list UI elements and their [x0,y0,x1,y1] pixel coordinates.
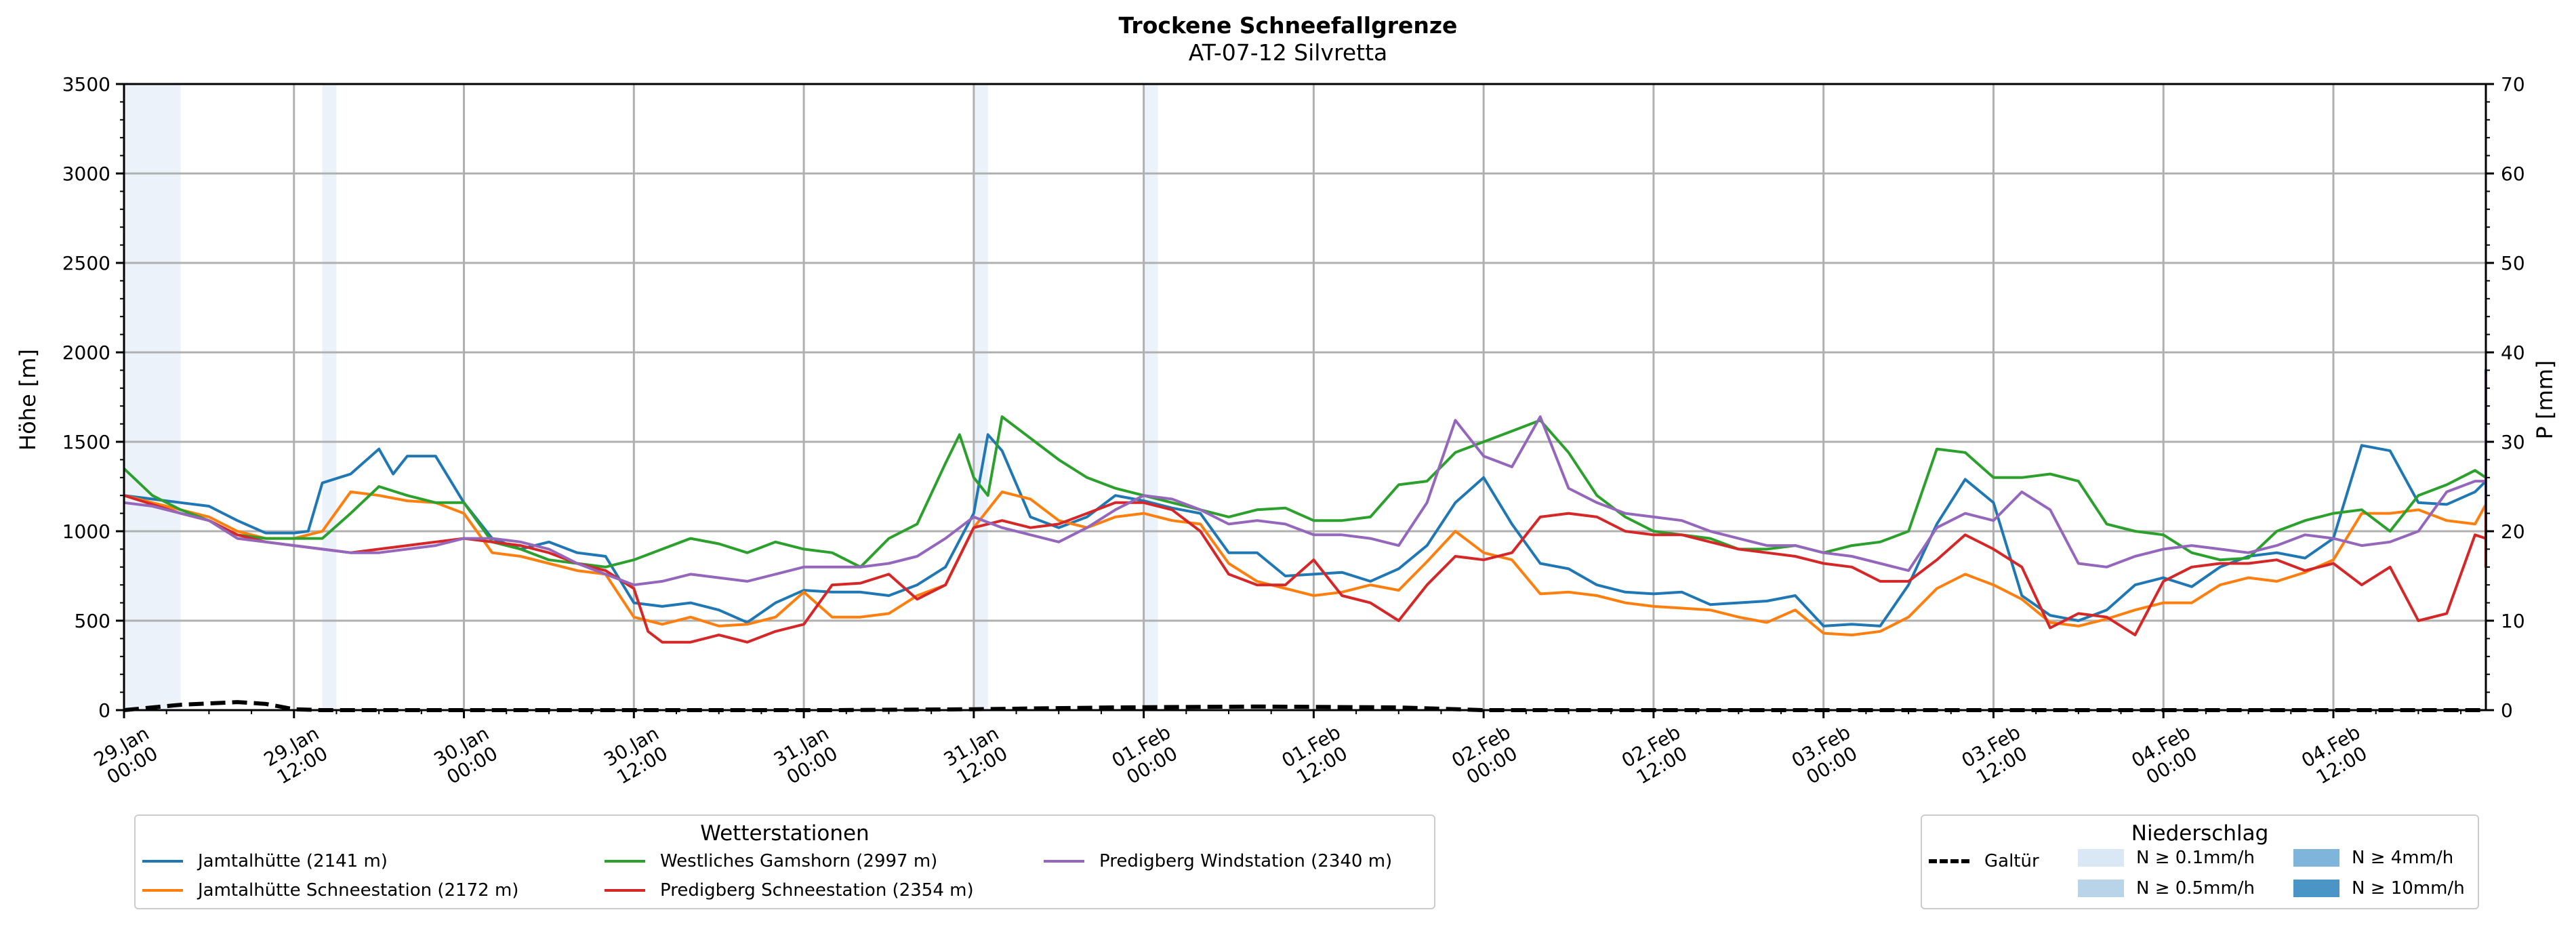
precipitation-line-galtuer [123,700,2486,712]
y-tick-label-right: 40 [2501,342,2525,364]
precip-intensity-band [322,84,337,710]
legend-label: N ≥ 0.1mm/h [2136,848,2255,868]
stations-legend: Wetterstationen Jamtalhütte (2141 m) Jam… [134,814,1435,909]
legend-label: N ≥ 4mm/h [2352,848,2454,868]
legend-label: Westliches Gamshorn (2997 m) [660,851,938,871]
y-tick-label-right: 50 [2501,252,2525,274]
legend-swatch [2293,849,2339,867]
legend-item-jamtalhuette: Jamtalhütte (2141 m) [142,851,388,871]
legend-swatch [605,860,645,863]
title-block: Trockene Schneefallgrenze AT-07-12 Silvr… [0,12,2576,66]
plot-frame [123,83,2487,711]
precip-intensity-band [973,84,988,710]
legend-swatch [1929,859,1969,863]
legend-swatch [2293,880,2339,897]
y-tick-label-right: 10 [2501,610,2525,632]
legend-item-predigberg-schneestation: Predigberg Schneestation (2354 m) [605,880,974,901]
y-tick-label-right: 20 [2501,520,2525,543]
legend-item-galtuer: Galtür [1929,851,2039,871]
legend-item-predigberg-windstation: Predigberg Windstation (2340 m) [1044,851,1392,871]
y-tick-label-right: 70 [2501,73,2525,96]
y-tick-label-left: 2500 [62,252,110,274]
y-tick-label-right: 60 [2501,163,2525,185]
legend-item-jamtalhuette-schneestation: Jamtalhütte Schneestation (2172 m) [142,880,518,901]
precipitation-intensity-bands [124,84,1158,710]
legend-swatch [2078,849,2124,867]
legend-item-westliches-gamshorn: Westliches Gamshorn (2997 m) [605,851,937,871]
series-line-0 [123,369,2487,627]
series-line-3 [123,372,2487,644]
legend-label: Jamtalhütte (2141 m) [198,851,388,871]
legend-label: Galtür [1984,851,2039,871]
legend-swatch [1044,860,1084,863]
y-tick-label-right: 30 [2501,431,2525,453]
y-axis-label-left: Höhe [m] [15,349,41,451]
series-line-4 [123,372,2487,587]
y-tick-label-left: 3000 [62,163,110,185]
grid-lines [123,83,2486,711]
legend-item-intensity-10: N ≥ 10mm/h [2293,878,2465,899]
legend-label: Predigberg Windstation (2340 m) [1099,851,1393,871]
axes: 0 500 1000 1500 2000 2500 3000 3500 0 10 20 30 40 50 6… [62,73,2525,789]
legend-label: N ≥ 0.5mm/h [2136,878,2255,899]
legend-item-intensity-0-1: N ≥ 0.1mm/h [2078,848,2255,868]
legend-label: Jamtalhütte Schneestation (2172 m) [198,880,519,901]
y-tick-label-left: 3500 [62,73,110,96]
y-tick-label-left: 2000 [62,342,110,364]
y-tick-label-left: 0 [98,699,110,722]
chart-title: Trockene Schneefallgrenze [1118,12,1458,39]
legend-swatch [605,889,645,892]
series-lines [123,369,2487,644]
chart-subtitle: AT-07-12 Silvretta [1188,39,1388,66]
series-line-1 [123,390,2487,637]
y-tick-label-left: 1500 [62,431,110,453]
precip-intensity-band [1143,84,1158,710]
legend-swatch [2078,880,2124,897]
y-tick-label-left: 1000 [62,520,110,543]
legend-item-intensity-0-5: N ≥ 0.5mm/h [2078,878,2255,899]
y-tick-label-right: 0 [2501,699,2513,722]
stations-legend-title: Wetterstationen [700,821,870,846]
precipitation-legend-title: Niederschlag [2131,821,2269,846]
y-tick-label-left: 500 [75,610,110,632]
precip-intensity-band [124,84,181,710]
y-axis-label-right: P [mm] [2532,360,2558,440]
legend-swatch [142,860,183,863]
legend-label: Predigberg Schneestation (2354 m) [660,880,974,901]
legend-label: N ≥ 10mm/h [2352,878,2465,899]
precipitation-legend: Niederschlag Galtür N ≥ 0.1mm/h N ≥ 0.5m… [1921,814,2479,909]
precipitation-line [123,700,2486,712]
legend-swatch [142,889,183,892]
legend-item-intensity-4: N ≥ 4mm/h [2293,848,2453,868]
